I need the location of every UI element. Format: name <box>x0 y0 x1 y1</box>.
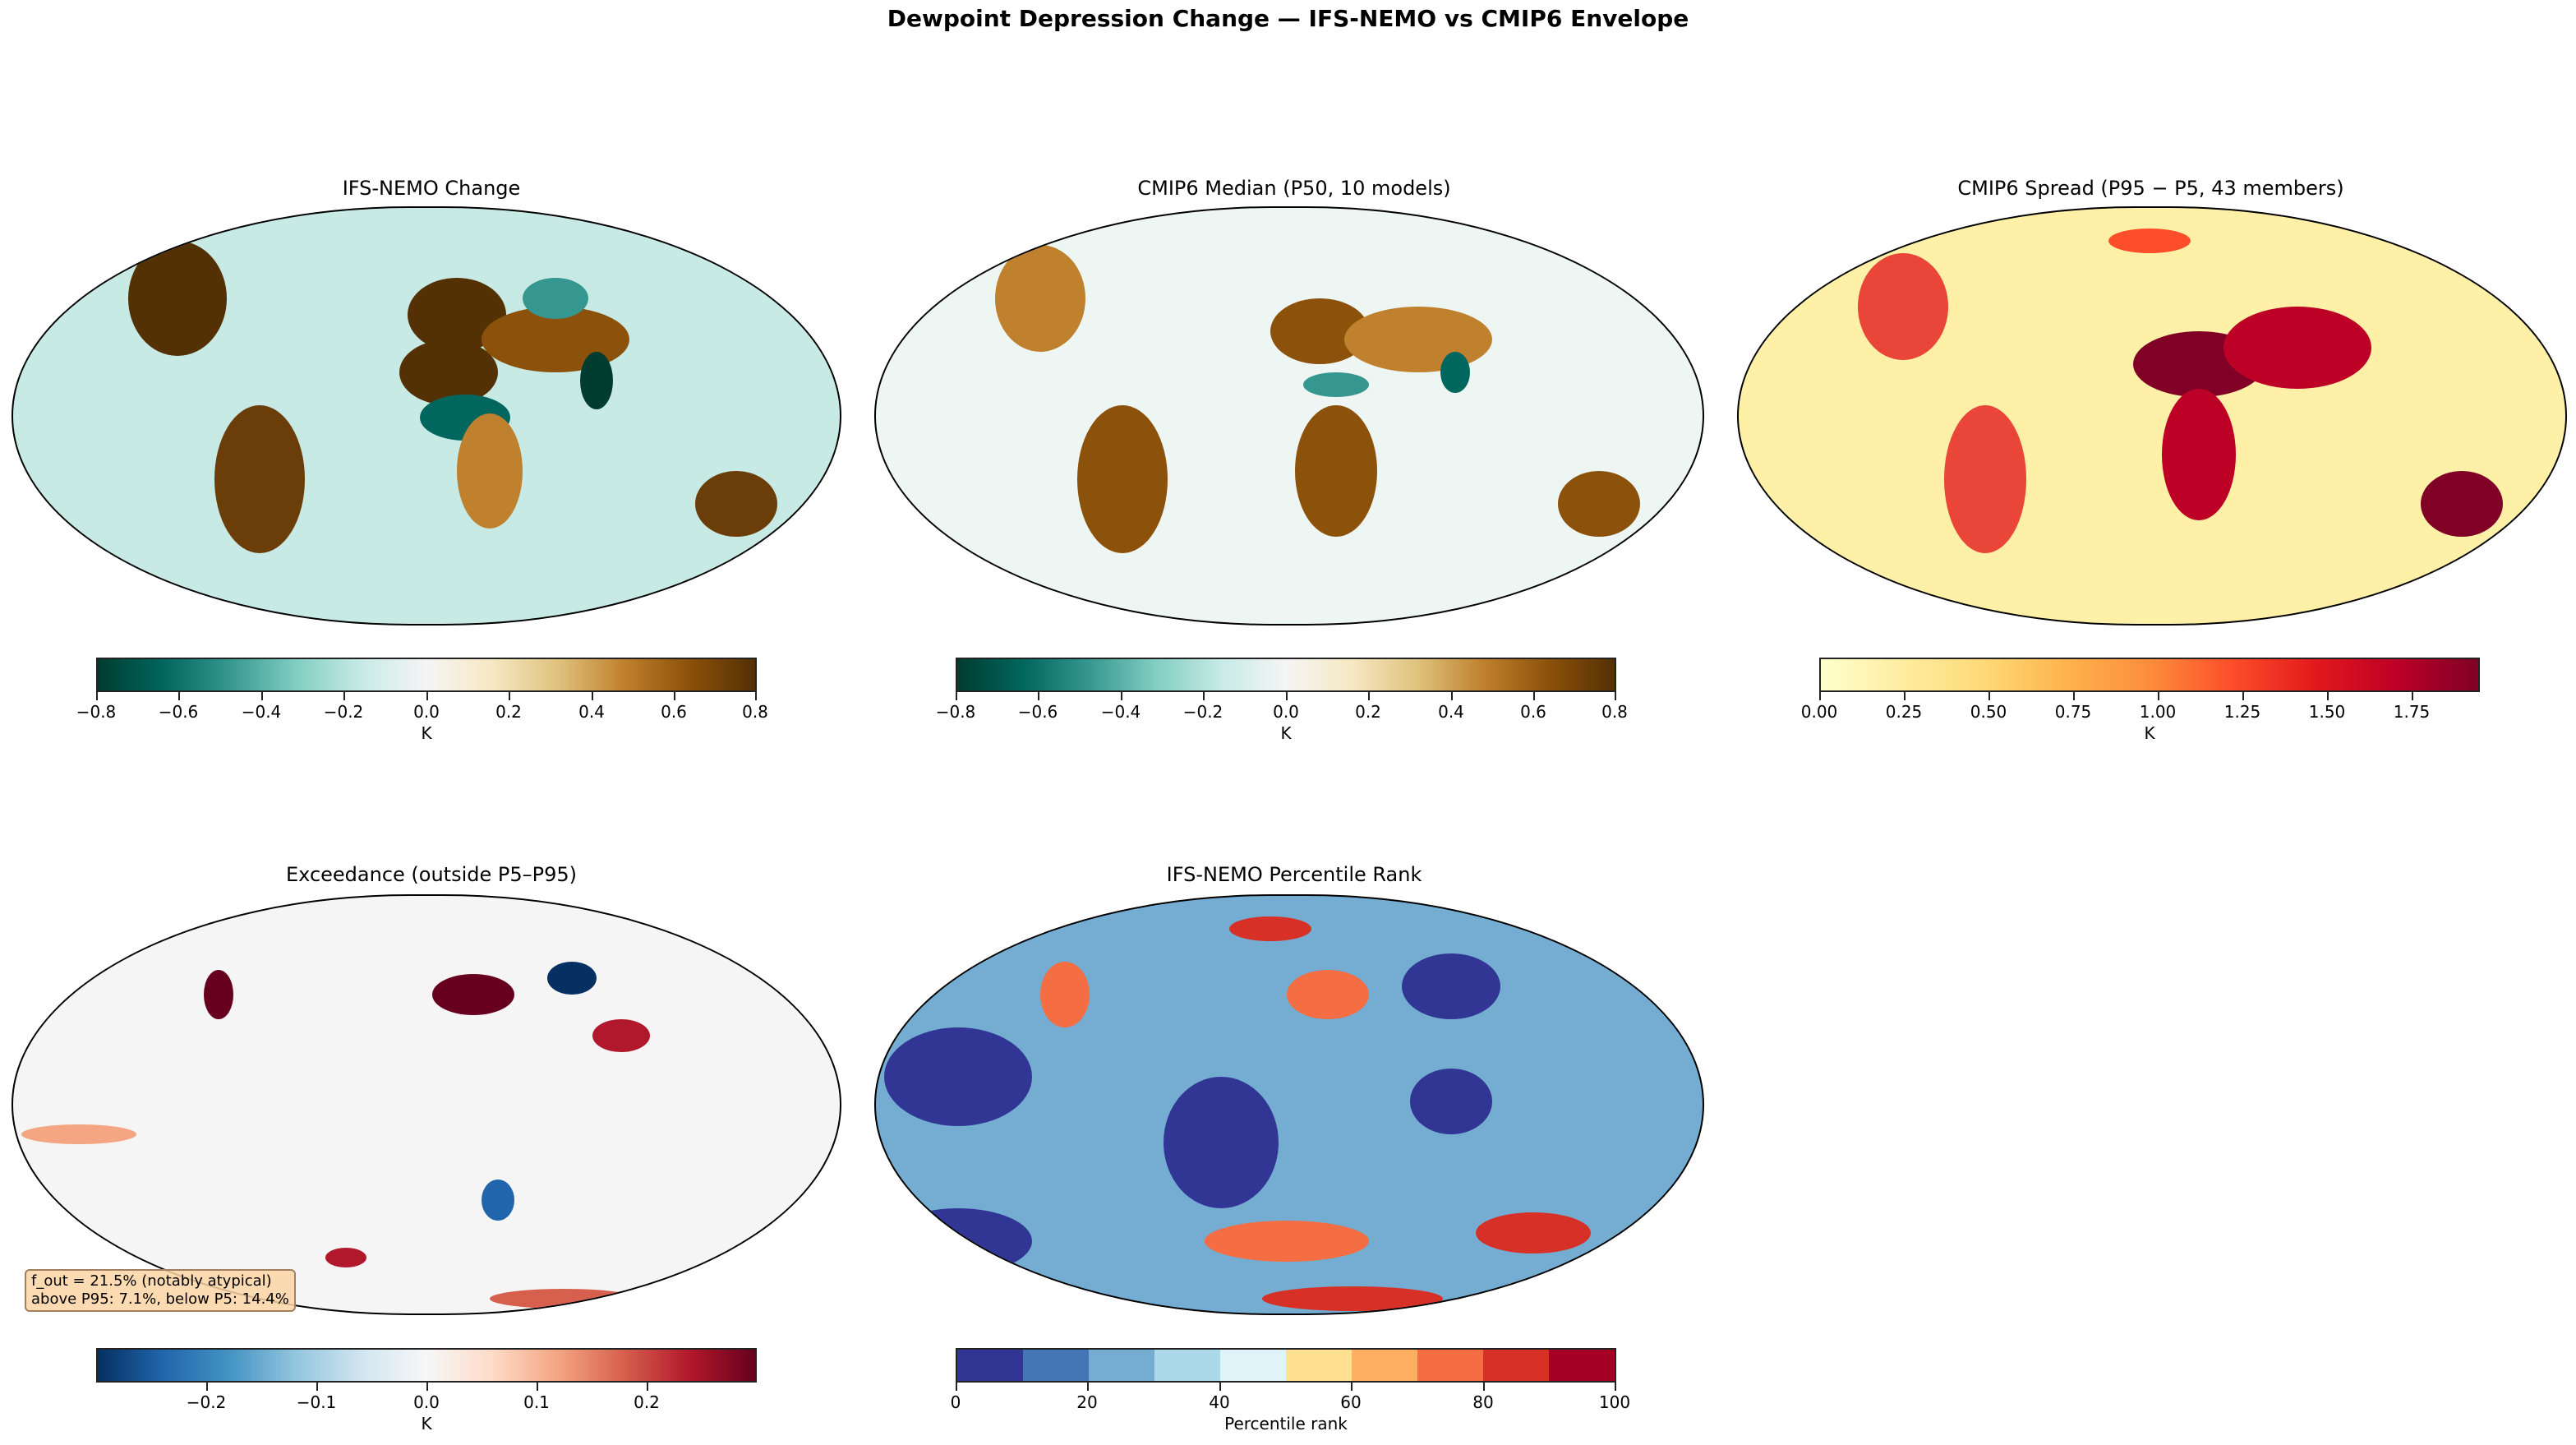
panel-cmip6-spread: CMIP6 Spread (P95 − P5, 43 members) 0.00… <box>1726 177 2576 752</box>
map-cmip6-median <box>874 206 1704 626</box>
map-exceedance <box>12 894 841 1315</box>
colorbar-label: K <box>421 723 432 743</box>
colorbar-ifs-nemo-change: −0.8 −0.6 −0.4 −0.2 0.0 0.2 0.4 0.6 0.8 … <box>76 658 768 743</box>
panel-title: CMIP6 Median (P50, 10 models) <box>1137 177 1451 200</box>
figure-suptitle: Dewpoint Depression Change — IFS-NEMO vs… <box>887 5 1689 32</box>
panel-percentile-rank: IFS-NEMO Percentile Rank 0 20 40 60 80 1… <box>863 863 1726 1445</box>
colorbar-percentile-rank: 0 20 40 60 80 100 Percentile rank <box>951 1348 1630 1433</box>
map-cmip6-spread <box>1737 206 2567 626</box>
map-percentile-rank <box>874 894 1704 1315</box>
colorbar-exceedance: −0.2 −0.1 0.0 0.1 0.2 K <box>96 1348 757 1433</box>
panel-title: CMIP6 Spread (P95 − P5, 43 members) <box>1957 177 2344 200</box>
panel-cmip6-median: CMIP6 Median (P50, 10 models) −0.8 −0.6 … <box>863 177 1726 752</box>
panel-exceedance: Exceedance (outside P5–P95) f_out = 21.5… <box>0 863 863 1445</box>
panel-title: IFS-NEMO Percentile Rank <box>1166 863 1422 886</box>
colorbar-label: K <box>2144 723 2155 743</box>
colorbar-cmip6-spread: 0.00 0.25 0.50 0.75 1.00 1.25 1.50 1.75 … <box>1801 658 2480 743</box>
colorbar-cmip6-median: −0.8 −0.6 −0.4 −0.2 0.0 0.2 0.4 0.6 0.8 … <box>936 658 1628 743</box>
map-ifs-nemo-change <box>12 206 841 626</box>
panel-ifs-nemo-change: IFS-NEMO Change −0.8 −0.6 −0.4 −0.2 0.0 … <box>0 177 863 752</box>
panel-title: IFS-NEMO Change <box>342 177 521 200</box>
colorbar-label: K <box>1280 723 1292 743</box>
colorbar-label: Percentile rank <box>1224 1414 1348 1433</box>
colorbar-label: K <box>421 1414 432 1433</box>
exceedance-stats-annotation: f_out = 21.5% (notably atypical) above P… <box>25 1269 296 1312</box>
panel-title: Exceedance (outside P5–P95) <box>286 863 577 886</box>
